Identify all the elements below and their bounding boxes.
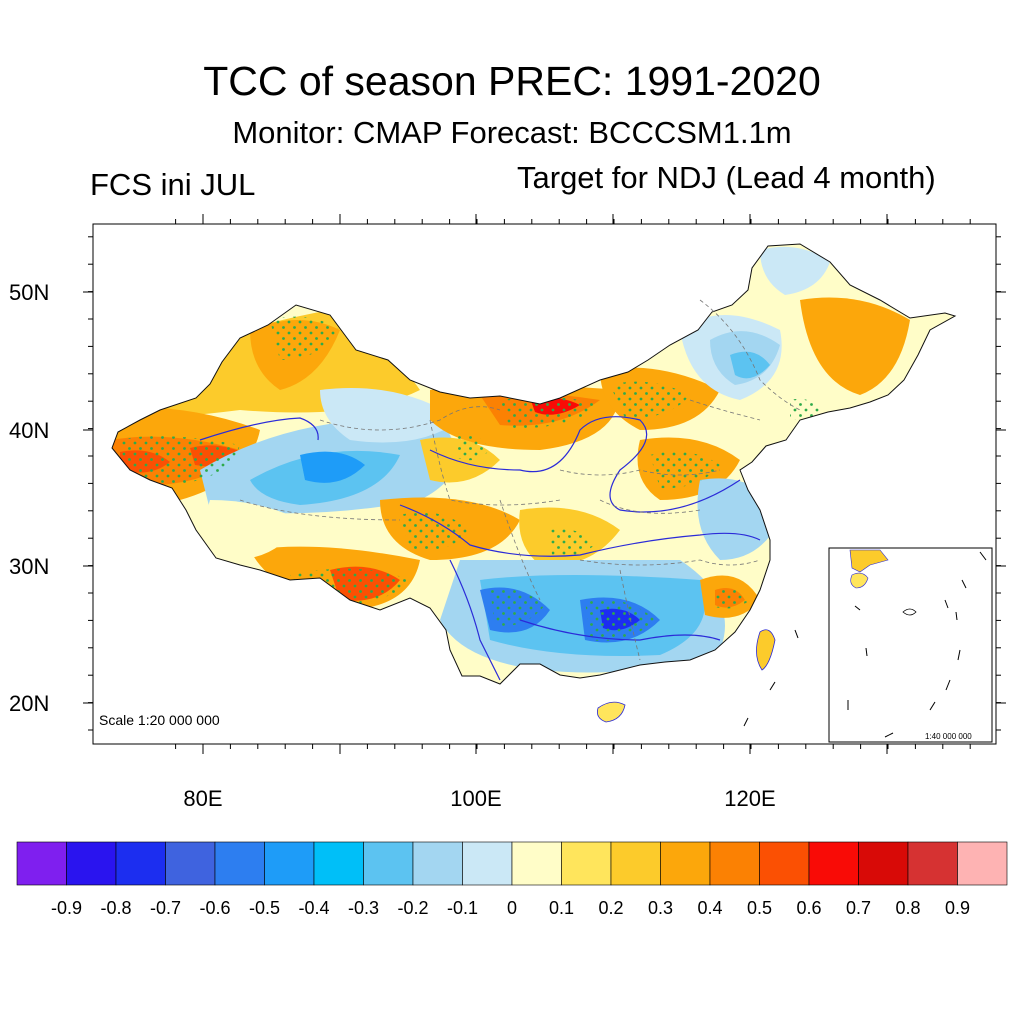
target-label: Target for NDJ (Lead 4 month) — [517, 160, 936, 195]
colorbar-swatch — [759, 841, 810, 886]
china-border — [111, 243, 957, 685]
colorbar-label: 0.3 — [648, 898, 673, 918]
colorbar-swatch — [264, 841, 315, 886]
colorbar-swatch — [16, 841, 67, 886]
colorbar-swatch — [313, 841, 364, 886]
colorbar-swatch — [363, 841, 414, 886]
colorbar-swatch — [214, 841, 265, 886]
figure-subtitle: Monitor: CMAP Forecast: BCCCSM1.1m — [232, 115, 792, 150]
lat-label: 20N — [9, 691, 49, 716]
colorbar-label: -0.2 — [397, 898, 428, 918]
province-borders — [239, 299, 801, 661]
colorbar-label: 0.4 — [697, 898, 722, 918]
colorbar-label: 0.5 — [747, 898, 772, 918]
colorbar-swatch — [907, 841, 958, 886]
colorbar-label: -0.6 — [199, 898, 230, 918]
lat-label: 30N — [9, 554, 49, 579]
colorbar-label: -0.9 — [51, 898, 82, 918]
colorbar-swatch — [412, 841, 463, 886]
map-scale-label: Scale 1:20 000 000 — [99, 712, 220, 728]
colorbar-label: 0.8 — [895, 898, 920, 918]
colorbar-swatch — [561, 841, 612, 886]
init-label: FCS ini JUL — [90, 167, 256, 202]
taiwan — [756, 629, 776, 671]
colorbar-swatch — [858, 841, 909, 886]
colorbar-label: -0.5 — [249, 898, 280, 918]
colorbar-label: -0.7 — [150, 898, 181, 918]
colorbar-swatch — [462, 841, 513, 886]
map-axes: 50N 40N 30N 20N 80E 100E 120E — [9, 214, 1006, 811]
colorbar-label: 0.6 — [796, 898, 821, 918]
rivers — [199, 416, 761, 681]
colorbar-label: 0.7 — [846, 898, 871, 918]
colorbar-swatch — [610, 841, 661, 886]
colorbar-label: -0.4 — [298, 898, 329, 918]
colorbar-label: -0.1 — [447, 898, 478, 918]
colorbar-swatch — [957, 841, 1008, 886]
colorbar-swatch — [709, 841, 760, 886]
colorbar-swatch — [66, 841, 117, 886]
colorbar-label: 0 — [507, 898, 517, 918]
hainan — [596, 701, 626, 723]
colorbar-swatch — [808, 841, 859, 886]
lat-label: 40N — [9, 418, 49, 443]
south-china-sea-inset — [828, 547, 993, 743]
lon-label: 80E — [183, 786, 222, 811]
colorbar-label: 0.2 — [598, 898, 623, 918]
colorbar-swatch — [511, 841, 562, 886]
colorbar-label: -0.8 — [100, 898, 131, 918]
colorbar-swatch — [660, 841, 711, 886]
lon-label: 100E — [450, 786, 501, 811]
inset-scale-label: 1:40 000 000 — [925, 732, 972, 741]
colorbar-label: -0.3 — [348, 898, 379, 918]
colorbar-swatch — [165, 841, 216, 886]
figure-title: TCC of season PREC: 1991-2020 — [203, 58, 821, 104]
lon-label: 120E — [724, 786, 775, 811]
lat-label: 50N — [9, 280, 49, 305]
colorbar-label: 0.1 — [549, 898, 574, 918]
colorbar: -0.9 -0.8 -0.7 -0.6 -0.5 -0.4 -0.3 -0.2 -0.1 0 0.1… — [16, 841, 1008, 918]
colorbar-swatch — [115, 841, 166, 886]
colorbar-label: 0.9 — [945, 898, 970, 918]
sea-boundary-dashes — [743, 629, 799, 727]
